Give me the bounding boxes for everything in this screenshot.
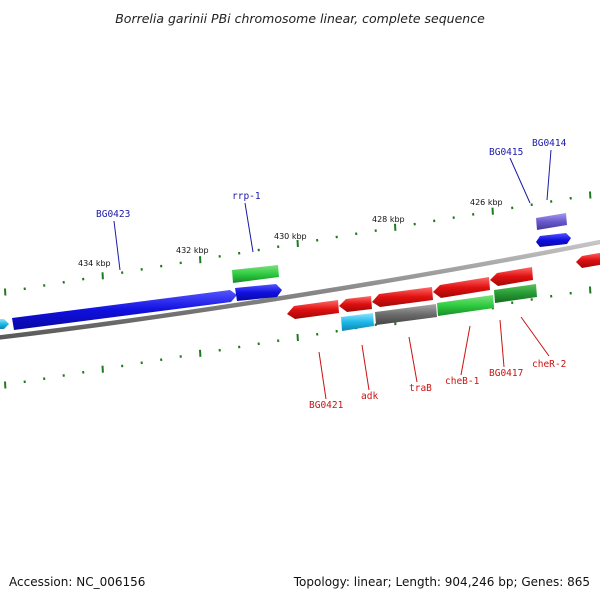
scale-label-426: 426 kbp (470, 198, 503, 207)
gene-trab[interactable] (375, 304, 437, 325)
leader-bg0417 (499, 319, 505, 368)
gene-blue-small[interactable] (235, 284, 282, 301)
gene-label-cher-2[interactable]: cheR-2 (532, 359, 566, 370)
leader-bg0423 (113, 220, 121, 271)
gene-bg0421[interactable] (287, 300, 339, 319)
gene-labels-bottom: BG0421 adk traB cheB-1 BG0417 cheR-2 (309, 359, 566, 411)
forward-genes (0, 213, 600, 330)
gene-red-2[interactable] (339, 296, 372, 312)
gene-label-bg0421[interactable]: BG0421 (309, 400, 344, 411)
accession-label: Accession: NC_006156 (9, 575, 145, 589)
leader-lines (113, 149, 552, 400)
gene-red-3[interactable] (372, 287, 433, 307)
gene-cyan-left-fragment[interactable] (0, 319, 9, 329)
scale-label-430: 430 kbp (274, 232, 307, 241)
gene-label-rrp-1[interactable]: rrp-1 (232, 191, 261, 202)
gene-rrp-1[interactable] (232, 265, 279, 283)
gene-label-bg0415[interactable]: BG0415 (489, 147, 523, 158)
reverse-genes-row1 (287, 267, 533, 319)
leader-rrp-1 (244, 202, 254, 253)
leader-bg0414 (546, 149, 552, 201)
upper-scale-track (4, 191, 592, 296)
leader-bg0421 (318, 351, 327, 400)
gene-red-5[interactable] (490, 267, 533, 286)
gene-labels-top: BG0423 rrp-1 BG0415 BG0414 (96, 138, 567, 220)
gene-label-bg0423[interactable]: BG0423 (96, 209, 130, 220)
scale-label-432: 432 kbp (176, 246, 209, 255)
gene-label-trab[interactable]: traB (409, 383, 432, 394)
leader-cher-2 (520, 316, 550, 357)
genome-summary: Topology: linear; Length: 904,246 bp; Ge… (293, 575, 590, 589)
reverse-genes-row2 (341, 284, 537, 331)
scale-labels: 434 kbp 432 kbp 430 kbp 428 kbp 426 kbp (78, 198, 503, 268)
chromosome-backbone (0, 239, 600, 340)
gene-cheb-1[interactable] (437, 295, 494, 316)
gene-bg0415[interactable] (536, 233, 571, 247)
gene-bg0414[interactable] (536, 213, 567, 230)
gene-label-adk[interactable]: adk (361, 391, 378, 402)
gene-red-right-edge[interactable] (576, 252, 600, 268)
leader-bg0415 (509, 157, 531, 204)
gene-bg0417[interactable] (494, 284, 537, 303)
gene-label-bg0417[interactable]: BG0417 (489, 368, 523, 379)
scale-label-434: 434 kbp (78, 259, 111, 268)
gene-label-bg0414[interactable]: BG0414 (532, 138, 567, 149)
leader-trab (408, 336, 418, 383)
map-title: Borrelia garinii PBi chromosome linear, … (115, 11, 485, 26)
gene-bg0423[interactable] (12, 290, 237, 330)
leader-cheb-1 (460, 325, 471, 376)
gene-adk[interactable] (341, 313, 374, 331)
gene-red-4[interactable] (433, 277, 490, 298)
gene-label-cheb-1[interactable]: cheB-1 (445, 376, 480, 387)
leader-adk (361, 344, 370, 391)
scale-label-428: 428 kbp (372, 215, 405, 224)
